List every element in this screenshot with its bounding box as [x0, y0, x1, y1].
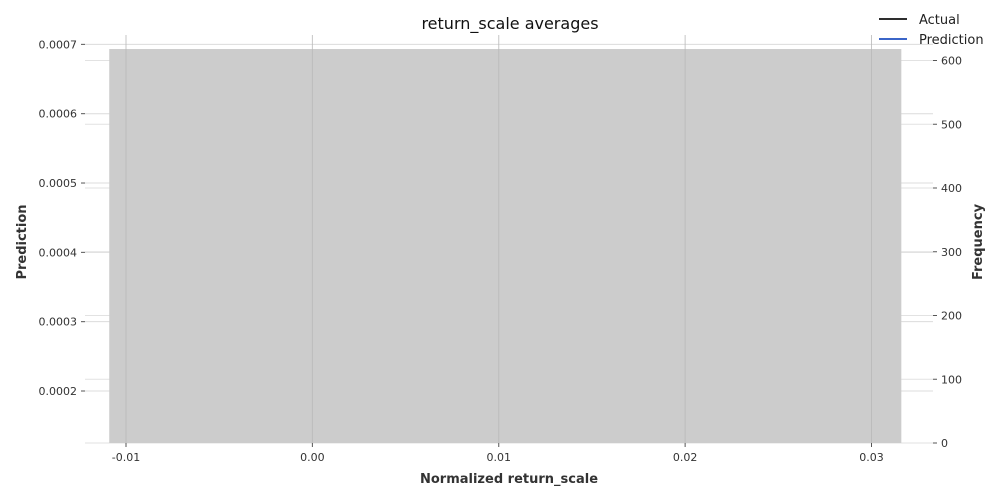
right-y-tick-label: 100	[941, 373, 962, 386]
x-tick-label: 0.01	[486, 451, 511, 464]
left-y-tick-label: 0.0005	[39, 177, 78, 190]
x-tick-label: 0.03	[859, 451, 884, 464]
right-y-tick-label: 400	[941, 182, 962, 195]
x-axis-label: Normalized return_scale	[420, 472, 598, 487]
x-tick-label: 0.02	[673, 451, 698, 464]
left-y-tick-label: 0.0006	[39, 108, 78, 121]
right-y-tick-label: 0	[941, 437, 948, 450]
x-tick-label: 0.00	[300, 451, 325, 464]
left-y-tick-label: 0.0007	[39, 38, 78, 51]
right-y-tick-label: 200	[941, 310, 962, 323]
tick-layer: 0.0002 0.0003 0.0004 0.0005 0.0006 0.0007 0 100…	[39, 38, 963, 464]
left-y-tick-label: 0.0004	[39, 246, 78, 259]
left-y-tick-label: 0.0003	[39, 316, 78, 329]
histogram-bar	[109, 49, 902, 444]
y-axis-label-right: Frequency	[971, 203, 986, 280]
y-axis-label-left: Prediction	[15, 204, 30, 279]
right-y-tick-label: 300	[941, 246, 962, 259]
legend-label-prediction: Prediction	[919, 33, 984, 48]
vertical-grid-layer	[125, 35, 872, 443]
x-tick-label: -0.01	[112, 451, 140, 464]
right-y-tick-label: 500	[941, 118, 962, 131]
left-y-tick-label: 0.0002	[39, 385, 78, 398]
legend-label-actual: Actual	[919, 13, 960, 28]
chart-title: return_scale averages	[421, 14, 598, 34]
histogram-layer	[109, 49, 902, 444]
right-y-tick-label: 600	[941, 55, 962, 68]
legend: Actual Prediction	[879, 13, 984, 48]
